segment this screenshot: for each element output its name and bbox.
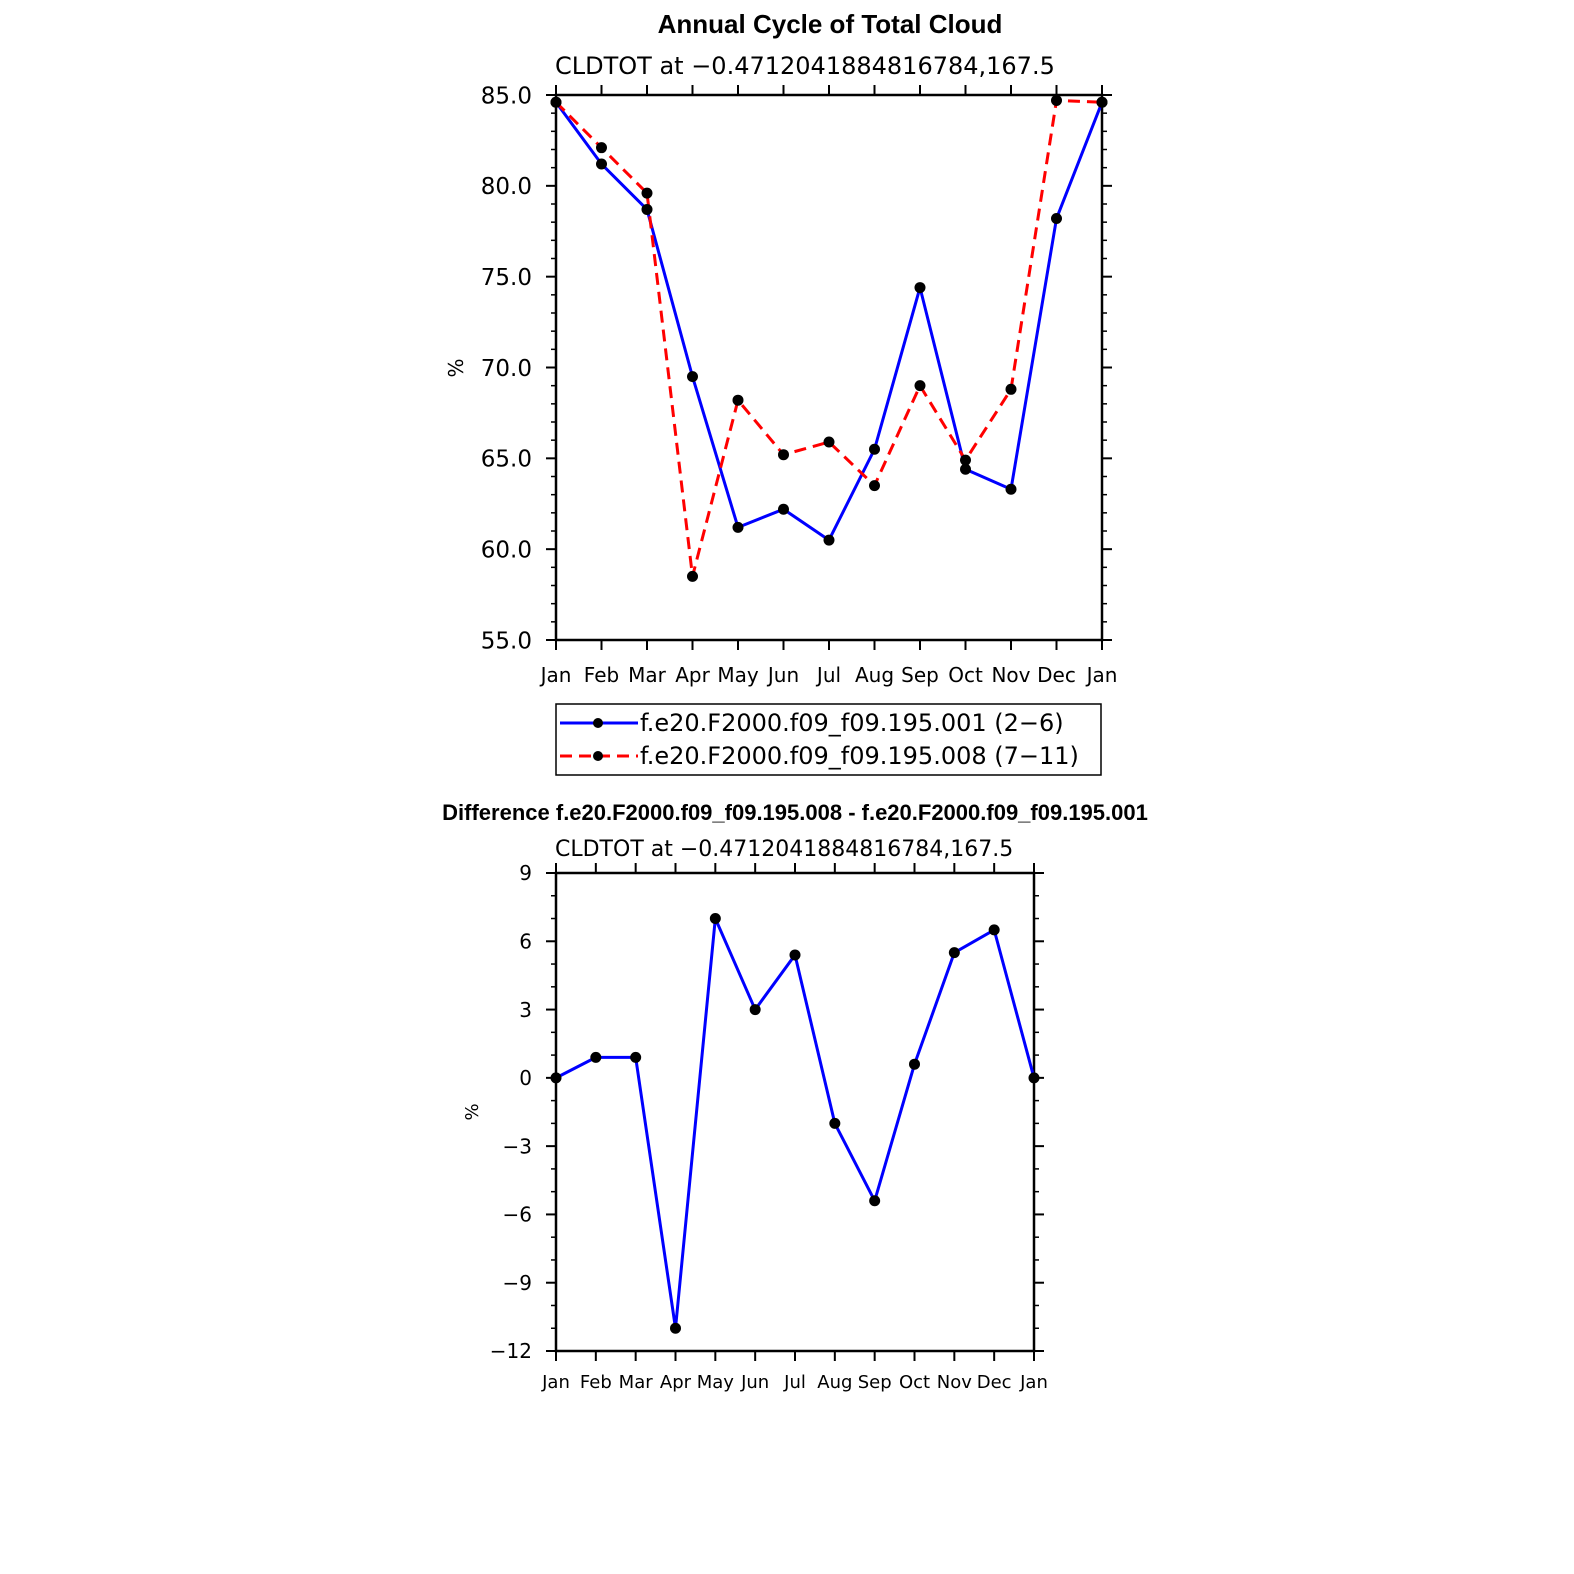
y-tick-label: 70.0 [481, 356, 532, 382]
series-1-point [641, 187, 653, 199]
x-tick-label: Jan [539, 663, 572, 687]
x-tick-label: May [697, 1372, 735, 1393]
chart1-plot: Jan Feb Mar Apr May Jun Jul Aug Sep Oct Nov Dec Jan 5… [481, 83, 1118, 687]
chart2-plot: Jan Feb Mar Apr May Jun Jul Aug Sep Oct Nov Dec Jan−… [490, 861, 1048, 1393]
x-tick-label: Nov [991, 663, 1030, 687]
series-line-0 [555, 917, 1036, 1330]
series-1-point [1051, 94, 1062, 106]
y-tick-label: 9 [519, 861, 532, 885]
x-tick-label: Jun [740, 1372, 769, 1393]
x-tick-label: Oct [899, 1372, 930, 1393]
series-0-point [590, 1051, 602, 1063]
y-tick-label: 55.0 [481, 628, 532, 654]
x-tick-label: May [717, 663, 759, 687]
x-tick-label: Mar [628, 663, 667, 687]
series-0-point [869, 1195, 881, 1207]
y-tick-label: 65.0 [481, 447, 532, 473]
series-line-0 [554, 101, 1104, 542]
y-tick-label: −12 [490, 1339, 532, 1363]
legend-marker-red [593, 751, 603, 761]
series-1-point [1005, 383, 1017, 395]
legend-marker-blue [593, 718, 603, 728]
x-tick-label: Oct [948, 663, 983, 687]
chart1-legend: f.e20.F2000.f09_f09.195.001 (2−6) f.e20.… [555, 703, 1102, 776]
x-tick-label: Aug [855, 663, 894, 687]
x-tick-label: Mar [619, 1372, 654, 1393]
series-0-point [778, 503, 789, 515]
x-tick-label: Sep [858, 1372, 892, 1393]
series-0-point [1028, 1072, 1040, 1084]
y-tick-label: 0 [519, 1066, 532, 1090]
x-tick-label: Jul [815, 663, 841, 687]
series-line-1 [554, 98, 1103, 578]
chart1-title: Annual Cycle of Total Cloud [658, 9, 1003, 39]
chart2-subtitle: CLDTOT at −0.4712041884816784,167.5 [555, 837, 1013, 862]
series-1-point [778, 449, 789, 461]
series-0-point [948, 947, 960, 959]
series-0-point [823, 534, 835, 546]
series-1-point [596, 142, 607, 154]
x-tick-label: Apr [660, 1372, 692, 1393]
series-0-point [732, 521, 744, 533]
series-0-point [789, 949, 801, 961]
series-1-point [687, 570, 698, 582]
legend-label-blue: f.e20.F2000.f09_f09.195.001 (2−6) [640, 709, 1064, 737]
series-0-point [960, 463, 971, 475]
x-tick-label: Dec [977, 1372, 1012, 1393]
series-0-point [914, 282, 926, 294]
plot-frame [554, 93, 1104, 642]
series-1-point [732, 394, 744, 406]
y-tick-label: 6 [519, 929, 532, 953]
x-tick-label: Dec [1037, 663, 1076, 687]
series-0-point [550, 1072, 562, 1084]
x-tick-label: Jan [1085, 663, 1118, 687]
chart2-ylabel: % [462, 1103, 483, 1120]
series-1-point [960, 454, 971, 466]
legend-box [555, 703, 1102, 776]
chart1-subtitle: CLDTOT at −0.4712041884816784,167.5 [555, 52, 1055, 80]
y-tick-label: 85.0 [481, 83, 532, 109]
x-tick-label: Jan [1019, 1372, 1048, 1393]
chart2-title: Difference f.e20.F2000.f09_f09.195.008 -… [442, 800, 1148, 825]
series-0-point [749, 1004, 761, 1016]
series-1-point [823, 436, 835, 448]
series-0-point [670, 1322, 681, 1334]
legend-label-red: f.e20.F2000.f09_f09.195.008 (7−11) [640, 742, 1079, 770]
series-1-point [550, 96, 562, 108]
chart1-ylabel: % [444, 358, 468, 377]
x-tick-label: Jun [766, 663, 799, 687]
series-1-point [869, 480, 880, 492]
x-tick-label: Feb [584, 663, 619, 687]
series-0-point [909, 1058, 920, 1070]
y-tick-label: 3 [519, 998, 532, 1022]
y-tick-label: 75.0 [481, 265, 532, 291]
plot-frame [554, 871, 1036, 1353]
y-tick-label: −3 [503, 1134, 532, 1158]
x-tick-label: Aug [817, 1372, 852, 1393]
series-0-point [687, 371, 698, 383]
series-0-point [988, 924, 1000, 936]
series-0-point [1051, 213, 1062, 225]
series-1-point [914, 380, 926, 392]
y-tick-label: 80.0 [481, 174, 532, 200]
series-0-point [829, 1117, 841, 1129]
y-tick-label: 60.0 [481, 537, 532, 563]
series-0-point [869, 443, 880, 455]
series-0-point [709, 913, 721, 925]
x-tick-label: Jul [783, 1372, 806, 1393]
x-tick-label: Apr [675, 663, 710, 687]
x-tick-label: Nov [937, 1372, 972, 1393]
x-tick-label: Sep [901, 663, 939, 687]
x-tick-label: Feb [580, 1372, 612, 1393]
series-0-point [1005, 483, 1017, 495]
series-0-point [630, 1051, 642, 1063]
series-1-point [1096, 96, 1108, 108]
series-0-point [596, 158, 607, 170]
y-tick-label: −9 [503, 1271, 532, 1295]
series-0-point [641, 203, 653, 215]
y-tick-label: −6 [503, 1203, 532, 1227]
x-tick-label: Jan [541, 1372, 570, 1393]
